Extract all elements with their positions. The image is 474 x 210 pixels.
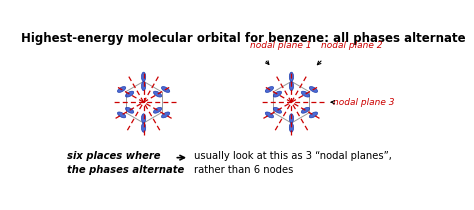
- Ellipse shape: [118, 87, 126, 92]
- Text: Highest-energy molecular orbital for benzene: all phases alternate: Highest-energy molecular orbital for ben…: [20, 32, 465, 45]
- Ellipse shape: [289, 114, 293, 123]
- Ellipse shape: [273, 107, 282, 113]
- Ellipse shape: [141, 114, 146, 123]
- Text: usually look at this as 3 “nodal planes”,
rather than 6 nodes: usually look at this as 3 “nodal planes”…: [194, 151, 392, 175]
- Text: six places where
the phases alternate: six places where the phases alternate: [66, 151, 184, 175]
- Ellipse shape: [141, 123, 146, 132]
- Ellipse shape: [162, 87, 170, 92]
- Ellipse shape: [289, 81, 293, 91]
- Text: nodal plane 2: nodal plane 2: [321, 41, 382, 50]
- Ellipse shape: [310, 112, 318, 118]
- Ellipse shape: [118, 112, 126, 118]
- Ellipse shape: [265, 112, 273, 118]
- Ellipse shape: [154, 91, 162, 97]
- Ellipse shape: [154, 107, 162, 113]
- Ellipse shape: [141, 72, 146, 81]
- Ellipse shape: [141, 81, 146, 91]
- Ellipse shape: [126, 107, 134, 113]
- Ellipse shape: [265, 87, 273, 92]
- Text: nodal plane 3: nodal plane 3: [333, 98, 394, 107]
- Ellipse shape: [289, 72, 293, 81]
- Ellipse shape: [310, 87, 318, 92]
- Ellipse shape: [289, 123, 293, 132]
- Ellipse shape: [273, 91, 282, 97]
- Ellipse shape: [301, 107, 310, 113]
- Ellipse shape: [301, 91, 310, 97]
- Text: nodal plane 1: nodal plane 1: [250, 41, 311, 50]
- Ellipse shape: [162, 112, 170, 118]
- Ellipse shape: [126, 91, 134, 97]
